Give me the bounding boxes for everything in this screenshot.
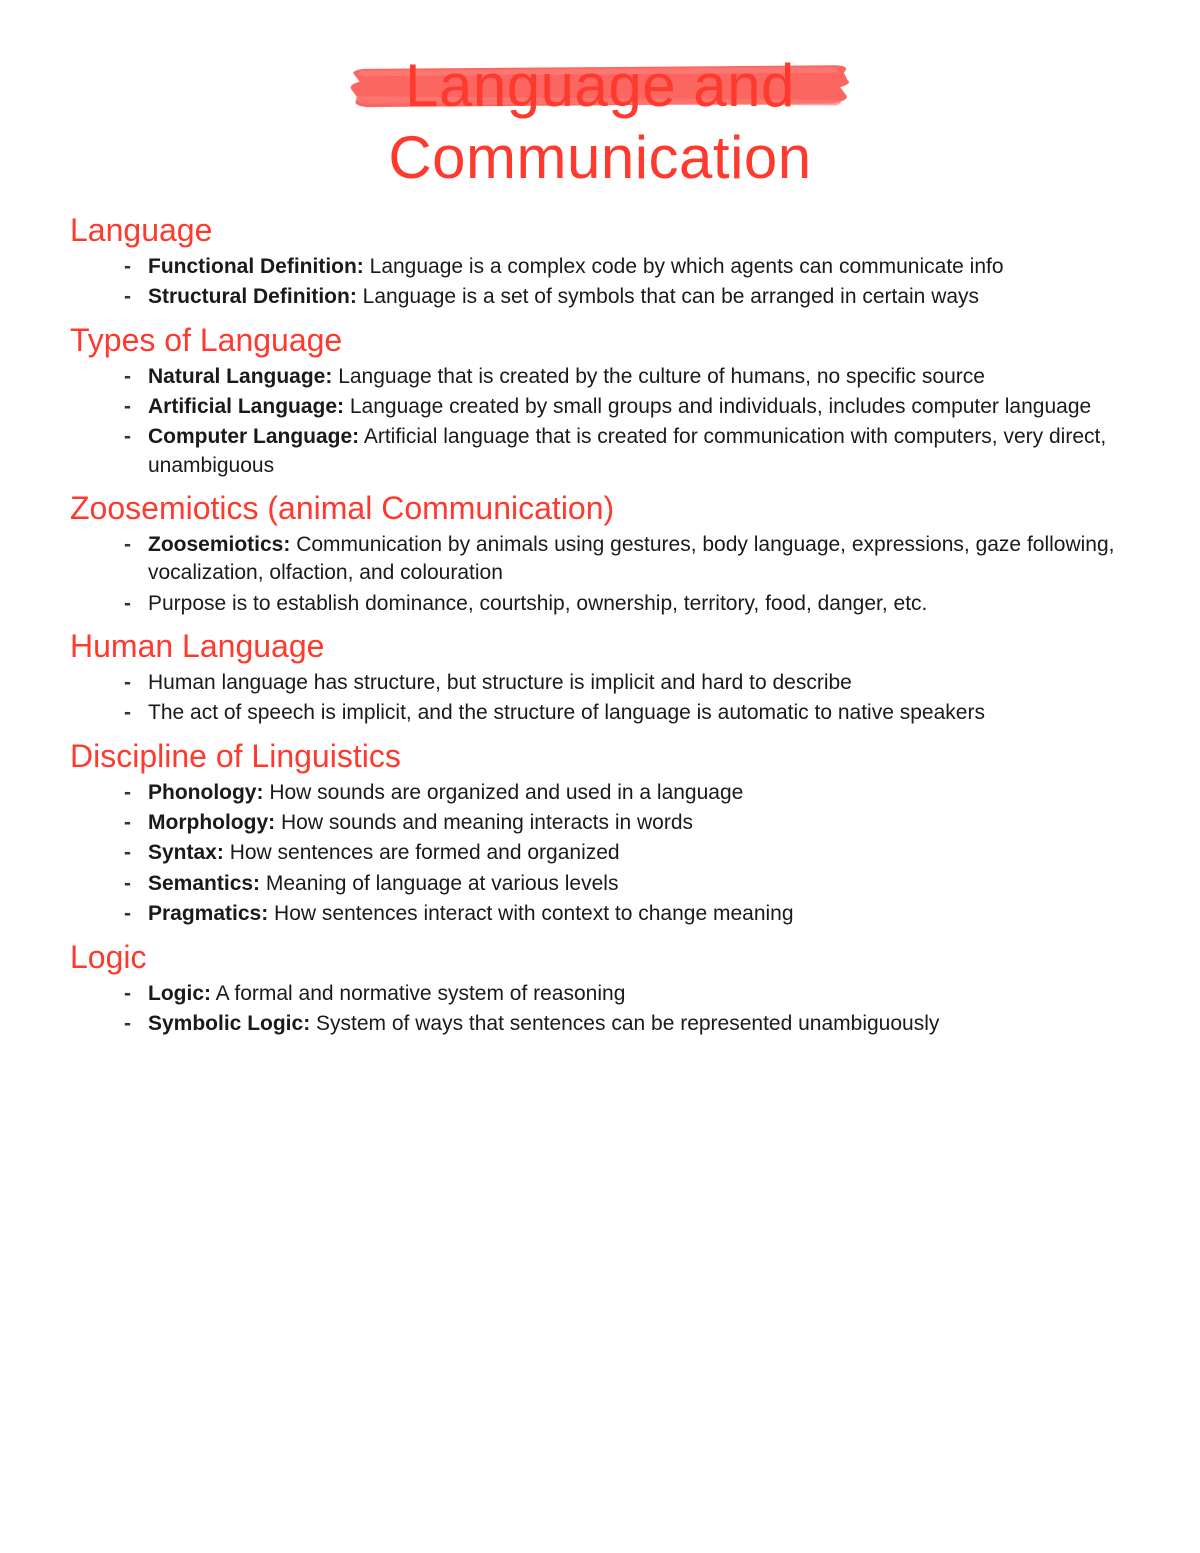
- list-item: The act of speech is implicit, and the s…: [124, 699, 1130, 727]
- list-item: Human language has structure, but struct…: [124, 669, 1130, 697]
- section-list: Natural Language: Language that is creat…: [70, 363, 1130, 480]
- list-item: Structural Definition: Language is a set…: [124, 283, 1130, 311]
- section-list: Zoosemiotics: Communication by animals u…: [70, 531, 1130, 618]
- term-label: Symbolic Logic:: [148, 1012, 310, 1035]
- section-heading: Human Language: [70, 628, 1130, 665]
- list-item: Symbolic Logic: System of ways that sent…: [124, 1010, 1130, 1038]
- item-text: Language that is created by the culture …: [332, 365, 985, 388]
- section-heading: Zoosemiotics (animal Communication): [70, 490, 1130, 527]
- list-item: Zoosemiotics: Communication by animals u…: [124, 531, 1130, 588]
- item-text: A formal and normative system of reasoni…: [211, 982, 625, 1005]
- item-text: The act of speech is implicit, and the s…: [148, 701, 985, 724]
- list-item: Semantics: Meaning of language at variou…: [124, 870, 1130, 898]
- list-item: Purpose is to establish dominance, court…: [124, 590, 1130, 618]
- section-heading: Language: [70, 212, 1130, 249]
- item-text: System of ways that sentences can be rep…: [310, 1012, 939, 1035]
- item-text: Purpose is to establish dominance, court…: [148, 592, 927, 615]
- title-line1: Language and: [405, 52, 795, 119]
- page-title-block: Language and Communication: [70, 50, 1130, 194]
- section-heading: Logic: [70, 939, 1130, 976]
- section-list: Human language has structure, but struct…: [70, 669, 1130, 728]
- list-item: Logic: A formal and normative system of …: [124, 980, 1130, 1008]
- item-text: Language created by small groups and ind…: [344, 395, 1091, 418]
- section-list: Logic: A formal and normative system of …: [70, 980, 1130, 1039]
- item-text: Language is a set of symbols that can be…: [357, 285, 979, 308]
- list-item: Natural Language: Language that is creat…: [124, 363, 1130, 391]
- section-heading: Discipline of Linguistics: [70, 738, 1130, 775]
- term-label: Natural Language:: [148, 365, 332, 388]
- term-label: Logic:: [148, 982, 211, 1005]
- list-item: Functional Definition: Language is a com…: [124, 253, 1130, 281]
- list-item: Pragmatics: How sentences interact with …: [124, 900, 1130, 928]
- item-text: Human language has structure, but struct…: [148, 671, 852, 694]
- list-item: Syntax: How sentences are formed and org…: [124, 839, 1130, 867]
- term-label: Semantics:: [148, 872, 260, 895]
- term-label: Computer Language:: [148, 425, 359, 448]
- title-line1-wrap: Language and: [405, 50, 795, 122]
- item-text: Communication by animals using gestures,…: [148, 533, 1115, 584]
- section-heading: Types of Language: [70, 322, 1130, 359]
- sections-container: Language Functional Definition: Language …: [70, 212, 1130, 1038]
- section-list: Functional Definition: Language is a com…: [70, 253, 1130, 312]
- item-text: How sounds and meaning interacts in word…: [275, 811, 693, 834]
- term-label: Pragmatics:: [148, 902, 268, 925]
- list-item: Morphology: How sounds and meaning inter…: [124, 809, 1130, 837]
- item-text: Meaning of language at various levels: [260, 872, 618, 895]
- item-text: How sentences are formed and organized: [224, 841, 620, 864]
- term-label: Artificial Language:: [148, 395, 344, 418]
- term-label: Phonology:: [148, 781, 263, 804]
- item-text: How sentences interact with context to c…: [268, 902, 793, 925]
- list-item: Phonology: How sounds are organized and …: [124, 779, 1130, 807]
- term-label: Syntax:: [148, 841, 224, 864]
- list-item: Artificial Language: Language created by…: [124, 393, 1130, 421]
- section-list: Phonology: How sounds are organized and …: [70, 779, 1130, 929]
- term-label: Functional Definition:: [148, 255, 364, 278]
- term-label: Morphology:: [148, 811, 275, 834]
- title-line2: Communication: [70, 122, 1130, 194]
- item-text: Language is a complex code by which agen…: [364, 255, 1004, 278]
- list-item: Computer Language: Artificial language t…: [124, 423, 1130, 480]
- item-text: How sounds are organized and used in a l…: [263, 781, 743, 804]
- term-label: Zoosemiotics:: [148, 533, 290, 556]
- term-label: Structural Definition:: [148, 285, 357, 308]
